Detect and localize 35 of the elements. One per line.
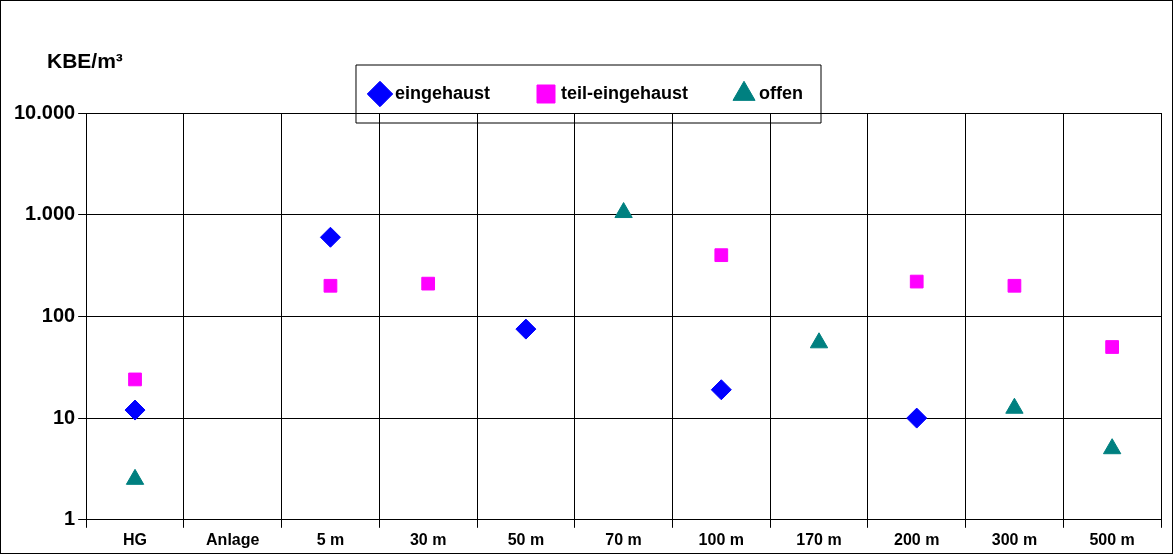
point <box>614 202 633 219</box>
point <box>323 278 338 293</box>
y-tick-label: 10.000 <box>14 100 76 123</box>
point <box>319 226 341 248</box>
x-tick-label: HG <box>123 530 148 548</box>
point <box>1105 340 1120 354</box>
x-tick-label: 50 m <box>507 530 545 548</box>
point <box>809 332 829 349</box>
y-tick-label: 1 <box>64 507 76 530</box>
point <box>1007 278 1022 293</box>
point <box>714 248 729 263</box>
x-tick-label: 170 m <box>796 530 842 548</box>
x-tick-label: 200 m <box>894 530 940 548</box>
y-tick-label: 10 <box>52 405 76 428</box>
x-tick-label: 70 m <box>605 530 642 548</box>
point <box>515 318 537 340</box>
y-tick-label: 1.000 <box>25 202 76 225</box>
x-tick-label: 5 m <box>316 530 345 548</box>
y-axis-title: KBE/m³ <box>47 49 123 73</box>
point <box>1102 438 1122 455</box>
x-tick-label: 300 m <box>991 530 1038 548</box>
point <box>906 407 928 429</box>
legend-label: teil-eingehaust <box>561 82 689 103</box>
x-tick-label: 500 m <box>1089 530 1135 548</box>
legend-label: offen <box>759 82 804 103</box>
point <box>124 399 146 421</box>
point <box>909 274 924 289</box>
point <box>421 276 436 291</box>
point <box>128 372 142 387</box>
x-tick-label: 100 m <box>698 530 744 548</box>
x-tick-label: 30 m <box>409 530 447 548</box>
legend-label: eingehaust <box>394 82 491 103</box>
x-tick-label: Anlage <box>206 530 260 548</box>
y-tick-label: 100 <box>41 303 76 326</box>
point <box>710 379 732 401</box>
